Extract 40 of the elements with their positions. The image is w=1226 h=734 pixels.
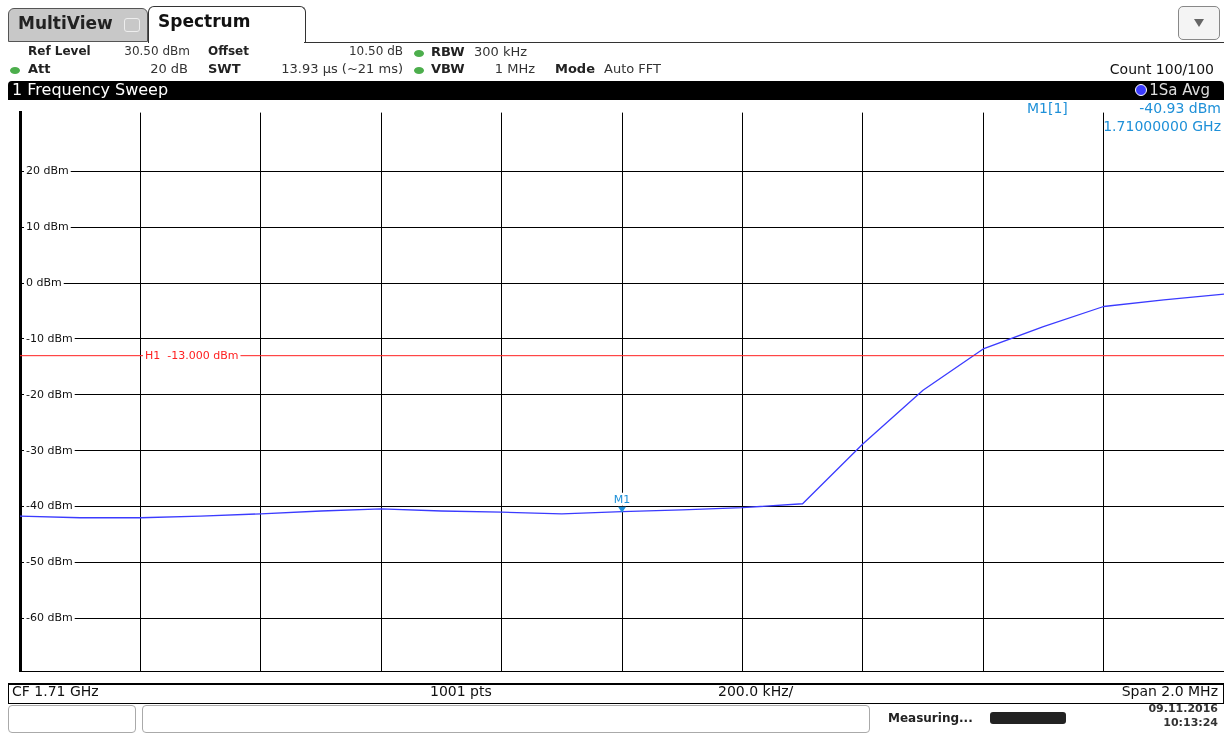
text: MultiView	[18, 13, 113, 33]
text: 13.93 µs (~21 ms)	[281, 61, 403, 77]
annotation: -40.93 dBm	[1139, 100, 1221, 117]
text: 1 MHz	[494, 61, 535, 77]
annotation: M1	[613, 493, 631, 507]
annotation: M1[1]	[1027, 100, 1068, 117]
text: 10.50 dB	[348, 44, 403, 59]
text: 300 kHz	[474, 44, 528, 60]
y-tick-label: 0 dBm	[26, 275, 62, 289]
text: 200.0 kHz/	[718, 683, 794, 700]
y-tick-label: -10 dBm	[26, 331, 73, 345]
text: 20 dB	[150, 61, 188, 77]
text: Offset	[208, 44, 249, 59]
text: Ref Level	[28, 44, 91, 59]
y-tick-label: -30 dBm	[26, 443, 73, 457]
text: VBW	[431, 61, 465, 77]
y-tick-label: 20 dBm	[26, 164, 69, 178]
y-tick-label: -50 dBm	[26, 555, 73, 569]
text: Auto FFT	[604, 61, 661, 77]
text: RBW	[431, 44, 465, 60]
ref-line-label: H1 -13.000 dBm	[145, 348, 239, 362]
text: 1001 pts	[430, 683, 492, 700]
text: Span 2.0 MHz	[1121, 683, 1218, 700]
y-tick-label: -40 dBm	[26, 499, 73, 513]
y-tick-label: -20 dBm	[26, 387, 73, 401]
text: Count 100/100	[1109, 61, 1214, 78]
text: Mode	[555, 61, 595, 77]
text: 09.11.2016	[1148, 702, 1218, 716]
text: Measuring...	[888, 711, 973, 726]
chart-title: 1 Frequency Sweep	[12, 80, 169, 99]
text: SWT	[208, 61, 241, 77]
y-tick-label: 10 dBm	[26, 220, 69, 234]
text: 30.50 dBm	[124, 44, 190, 59]
text: 10:13:24	[1163, 716, 1218, 730]
text: Att	[28, 61, 51, 77]
legend-label: 1Sa Avg	[1149, 81, 1210, 99]
y-tick-label: -60 dBm	[26, 611, 73, 625]
annotation: 1.71000000 GHz	[1103, 118, 1221, 135]
text: CF 1.71 GHz	[12, 683, 99, 700]
text: Spectrum	[158, 11, 251, 31]
